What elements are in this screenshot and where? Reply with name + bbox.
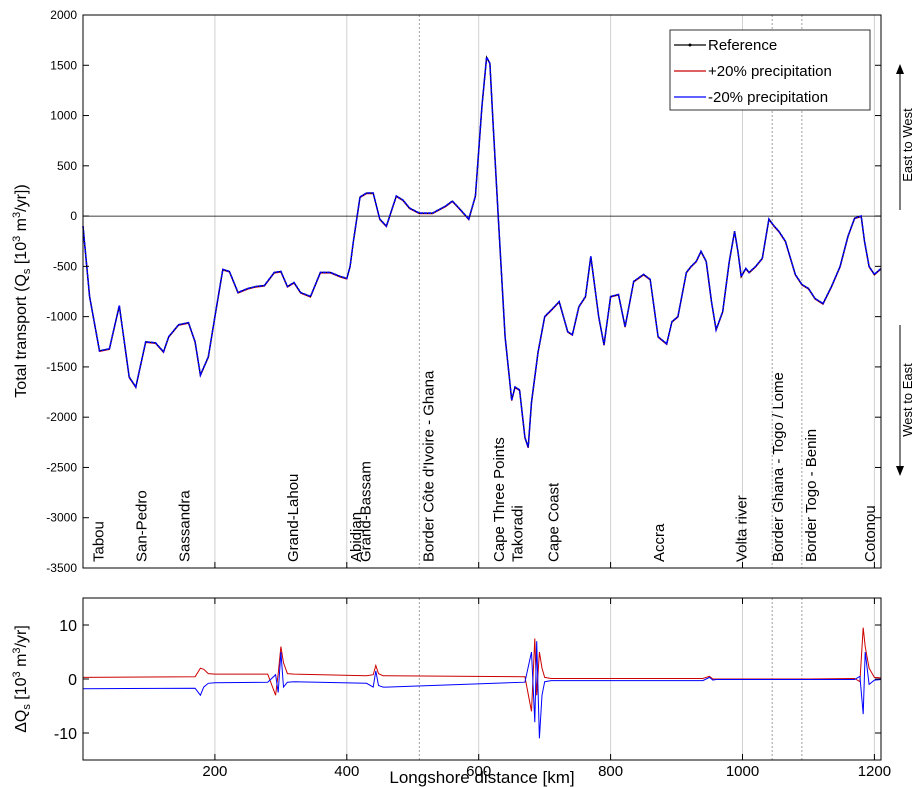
location-label: Border Côte d'Ivoire - Ghana [420, 370, 437, 562]
main-series [82, 54, 882, 449]
y-tick-label: -2500 [46, 460, 77, 474]
x-tick-label: 400 [334, 763, 359, 780]
delta-panel: 10 0 -10 200 400 600 800 1000 1200 ΔQs [103 m3/… [11, 597, 891, 787]
y-tick-label: 2000 [50, 8, 77, 22]
legend-item-minus20: -20% precipitation [674, 89, 828, 106]
legend: Reference +20% precipitation -20% precip… [669, 29, 871, 111]
legend-label-plus20: +20% precipitation [708, 63, 832, 80]
location-label: Cape Coast [546, 482, 563, 562]
y-tick-label: 0 [70, 209, 77, 223]
direction-east-to-west: East to West [896, 64, 915, 210]
x-axis-label: Longshore distance [km] [389, 768, 574, 787]
location-label: Volta river [734, 495, 751, 562]
delta-minus20-line [82, 641, 882, 739]
location-label: San-Pedro [134, 490, 151, 562]
delta-plus20-line [82, 627, 882, 712]
location-label: Takoradi [509, 505, 526, 562]
location-label: Accra [651, 523, 668, 562]
x-tick-label: 600 [466, 763, 491, 780]
arrow-up-head-icon [896, 64, 904, 74]
y-tick-label: -1000 [46, 310, 77, 324]
y-tick-label: -2000 [46, 410, 77, 424]
x-tick-label: 800 [598, 763, 623, 780]
legend-item-plus20: +20% precipitation [674, 63, 832, 80]
main-y-axis-label: Total transport (Qs [103 m3/yr]) [11, 184, 33, 397]
arrow-down-head-icon [896, 466, 904, 476]
location-label: Sassandra [176, 490, 193, 562]
y-tick-label: -1500 [46, 360, 77, 374]
y-tick-label: 0 [68, 672, 77, 689]
main-y-ticks: 2000 1500 1000 500 0 -500 -1000 -1500 -2000 -2500… [46, 8, 881, 575]
location-label: Cape Three Points [491, 437, 508, 562]
delta-y-axis-label: ΔQs [103 m3/yr] [11, 625, 33, 733]
legend-item-reference: Reference [674, 37, 777, 54]
series-minus20-line [82, 54, 882, 448]
delta-y-ticks: 10 0 -10 [54, 618, 881, 743]
main-panel: Tabou San-Pedro Sassandra Grand-Lahou Abidja… [11, 8, 915, 575]
direction-bottom-label: West to East [900, 363, 915, 437]
location-label: Cotonou [862, 505, 879, 562]
direction-top-label: East to West [900, 108, 915, 182]
x-ticks: 200 400 600 800 1000 1200 [202, 598, 891, 780]
location-label: Border Togo - Benin [803, 429, 820, 562]
legend-label-minus20: -20% precipitation [708, 89, 828, 106]
direction-west-to-east: West to East [896, 325, 915, 476]
y-tick-label: 1500 [50, 58, 77, 72]
y-tick-label: -10 [54, 726, 77, 743]
y-tick-label: -3500 [46, 561, 77, 575]
y-tick-label: 1000 [50, 109, 77, 123]
legend-label-reference: Reference [708, 37, 777, 54]
y-tick-label: 500 [57, 159, 77, 173]
delta-series [82, 627, 882, 739]
x-tick-label: 1200 [858, 763, 891, 780]
location-label: Grand-Lahou [285, 474, 302, 562]
y-tick-label: -500 [53, 259, 77, 273]
main-plot-frame [82, 14, 882, 569]
legend-marker-reference [688, 43, 692, 47]
location-label: Border Ghana - Togo / Lome [770, 372, 787, 562]
location-label: Grand-Bassam [358, 461, 375, 562]
x-tick-label: 200 [202, 763, 227, 780]
location-labels: Tabou San-Pedro Sassandra Grand-Lahou Abidja… [91, 370, 880, 562]
y-tick-label: -3000 [46, 511, 77, 525]
y-tick-label: 10 [59, 618, 77, 635]
location-label: Tabou [91, 521, 108, 562]
x-tick-label: 1000 [726, 763, 759, 780]
location-label: Abidjan [348, 512, 365, 562]
